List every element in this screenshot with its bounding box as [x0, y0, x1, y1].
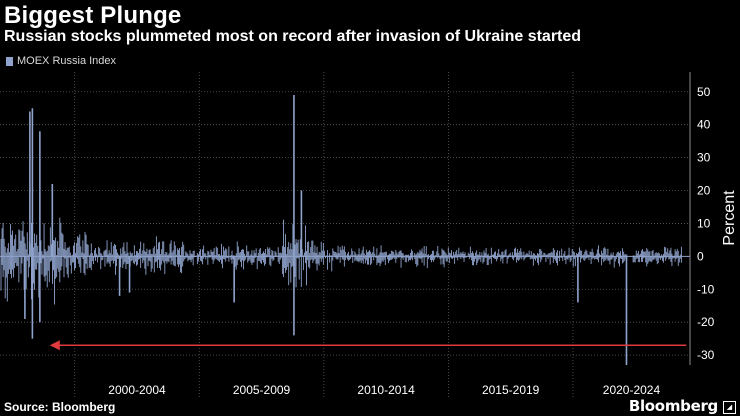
bloomberg-logo: Bloomberg [628, 397, 718, 415]
chart-subtitle: Russian stocks plummeted most on record … [4, 28, 582, 45]
x-period-label: 2010-2014 [357, 383, 415, 397]
y-tick-label: 0 [697, 249, 704, 263]
source-note: Source: Bloomberg [4, 400, 116, 414]
x-period-label: 2005-2009 [233, 383, 291, 397]
legend: MOEX Russia Index [6, 55, 116, 67]
y-tick-label: -30 [697, 348, 715, 362]
y-tick-label: 40 [697, 118, 711, 132]
y-tick-label: 50 [697, 85, 711, 99]
y-tick-label: 10 [697, 216, 711, 230]
legend-swatch [6, 56, 13, 66]
y-axis-title: Percent [721, 190, 738, 246]
y-tick-label: -20 [697, 315, 715, 329]
legend-label: MOEX Russia Index [17, 55, 117, 67]
y-tick-label: 20 [697, 184, 711, 198]
bloomberg-mark-icon: ◢ [723, 401, 736, 414]
x-period-label: 2020-2024 [603, 383, 661, 397]
series-bars [0, 217, 682, 305]
y-tick-label: 30 [697, 151, 711, 165]
x-period-label: 2015-2019 [482, 383, 540, 397]
y-tick-label: -10 [697, 282, 715, 296]
annotation-arrow-head [49, 340, 60, 351]
x-period-label: 2000-2004 [108, 383, 166, 397]
chart-title: Biggest Plunge [4, 2, 182, 29]
